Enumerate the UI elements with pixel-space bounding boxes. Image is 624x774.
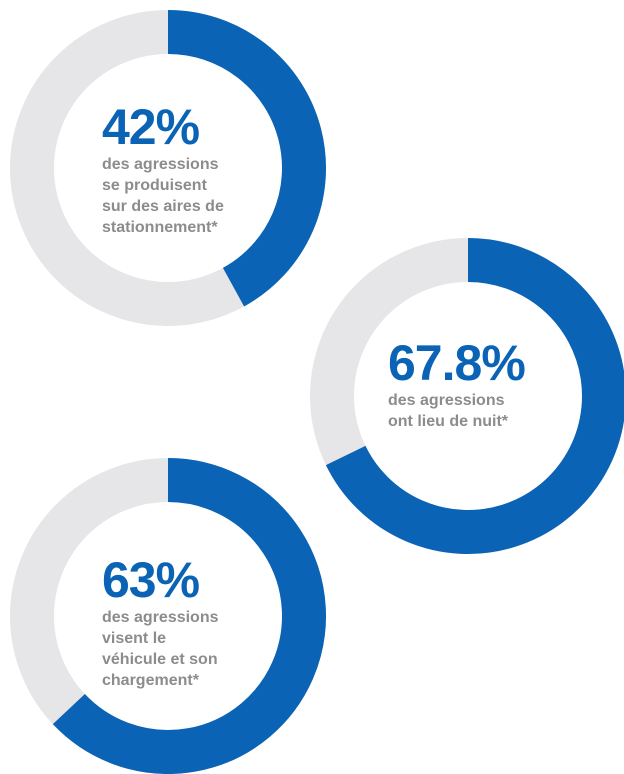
donut-1-value: 42% bbox=[102, 99, 200, 155]
donut-1-description: des agressions se produisent sur des air… bbox=[102, 156, 224, 236]
donut-2-label: 67.8% des agressions ont lieu de nuit* bbox=[388, 335, 526, 432]
donut-chart-2: 67.8% des agressions ont lieu de nuit* bbox=[310, 238, 624, 554]
donut-2-value: 67.8% bbox=[388, 335, 526, 391]
donut-3-svg bbox=[10, 458, 326, 774]
donut-3-value-arc bbox=[52, 458, 326, 774]
donut-3-value: 63% bbox=[102, 552, 200, 608]
donut-chart-3: 63% des agressions visent le véhicule et… bbox=[10, 458, 326, 774]
donut-2-svg bbox=[310, 238, 624, 554]
donut-1-label: 42% des agressions se produisent sur des… bbox=[102, 102, 224, 238]
donut-1-svg bbox=[10, 10, 326, 326]
donut-2-description: des agressions ont lieu de nuit* bbox=[388, 392, 508, 430]
donut-3-description: des agressions visent le véhicule et son… bbox=[102, 609, 219, 689]
donut-chart-1: 42% des agressions se produisent sur des… bbox=[10, 10, 326, 326]
donut-2-value-arc bbox=[325, 238, 624, 554]
donut-3-label: 63% des agressions visent le véhicule et… bbox=[102, 555, 219, 691]
donut-1-value-arc bbox=[167, 10, 326, 307]
